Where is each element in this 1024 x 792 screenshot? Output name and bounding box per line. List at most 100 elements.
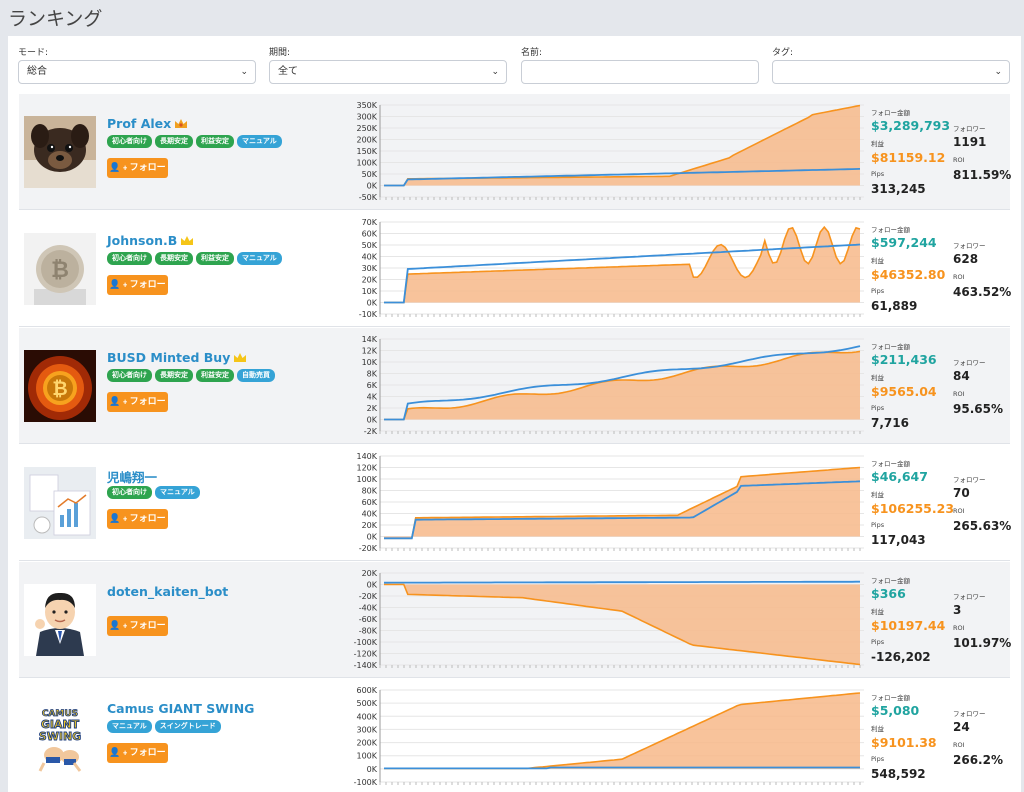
profit-value: $10197.44 xyxy=(871,618,946,633)
strategy-tag: 初心者向け xyxy=(107,486,152,499)
strategy-tag: 長期安定 xyxy=(155,369,193,382)
pips-area xyxy=(384,467,860,539)
y-tick-label: 0K xyxy=(367,182,378,191)
period-value: 全て xyxy=(278,66,298,77)
name-filter: 名前: xyxy=(521,46,759,84)
profit-line xyxy=(384,480,861,540)
pips-line xyxy=(384,225,861,304)
tag-list: 初心者向け 長期安定 利益安定 マニュアル xyxy=(107,135,282,148)
y-tick-label: 70K xyxy=(362,218,378,227)
y-tick-label: 80K xyxy=(362,487,378,496)
user-plus-icon: 👤﹢ xyxy=(109,514,130,524)
performance-chart: 14K 12K 10K 8K 6K 4K 2K 0K -2K xyxy=(362,335,864,436)
ranking-row: Camus GIANT SWING マニュアル スイングトレード 👤﹢フォロー 6… xyxy=(19,679,1010,792)
y-tick-label: 140K xyxy=(356,452,377,461)
follow-button[interactable]: 👤﹢フォロー xyxy=(107,616,168,636)
roi-value: 811.59% xyxy=(953,168,1012,182)
y-tick-label: 0K xyxy=(367,533,378,542)
y-tick-label: 600K xyxy=(356,686,377,695)
follow-amount-label: フォロー金額 xyxy=(871,577,910,585)
follow-amount-label: フォロー金額 xyxy=(871,343,910,351)
followers-value: 628 xyxy=(953,252,979,266)
y-tick-label: 250K xyxy=(356,124,377,133)
followers-label: フォロワー xyxy=(953,710,986,718)
tag-list: 初心者向け マニュアル xyxy=(107,486,200,499)
avatar-image xyxy=(24,116,96,188)
trader-stats: フォロー金額 $366 利益 $10197.44 Pips -126,202 フ… xyxy=(871,562,1011,678)
trader-name-text: Johnson.B xyxy=(107,233,178,248)
followers-value: 3 xyxy=(953,603,962,617)
follow-button[interactable]: 👤﹢フォロー xyxy=(107,158,168,178)
trader-name[interactable]: 児嶋翔一 xyxy=(107,467,157,486)
follow-button-label: フォロー xyxy=(129,397,166,407)
roi-label: ROI xyxy=(953,156,965,164)
y-tick-label: -20K xyxy=(359,544,378,553)
follow-amount-label: フォロー金額 xyxy=(871,694,910,702)
pips-label: Pips xyxy=(871,521,885,529)
profit-line xyxy=(384,345,861,421)
avatar-image xyxy=(24,467,96,539)
y-tick-label: 60K xyxy=(362,498,378,507)
strategy-tag: 初心者向け xyxy=(107,252,152,265)
strategy-tag: 長期安定 xyxy=(155,252,193,265)
ranking-row: Prof Alex 初心者向け 長期安定 利益安定 マニュアル 👤﹢フォロー 350K… xyxy=(19,94,1012,210)
followers-label: フォロワー xyxy=(953,476,986,484)
performance-chart: 140K 120K 100K 80K 60K 40K 20K 0K -20K xyxy=(356,452,864,553)
followers-label: フォロワー xyxy=(953,359,986,367)
chevron-down-icon: ⌄ xyxy=(994,67,1002,77)
follow-button[interactable]: 👤﹢フォロー xyxy=(107,743,168,763)
pips-value: 7,716 xyxy=(871,416,909,430)
follow-button[interactable]: 👤﹢フォロー xyxy=(107,509,168,529)
user-plus-icon: 👤﹢ xyxy=(109,163,130,173)
y-tick-label: 12K xyxy=(362,347,378,356)
y-tick-label: 150K xyxy=(356,147,377,156)
follow-amount-value: $5,080 xyxy=(871,703,920,718)
performance-chart: 70K 60K 50K 40K 30K 20K 10K 0K -10K xyxy=(359,218,864,319)
user-plus-icon: 👤﹢ xyxy=(109,748,130,758)
chevron-down-icon: ⌄ xyxy=(240,67,248,77)
y-tick-label: 4K xyxy=(367,393,378,402)
y-tick-label: 300K xyxy=(356,113,377,122)
y-tick-label: 50K xyxy=(362,241,378,250)
tag-select[interactable]: ⌄ xyxy=(772,60,1010,84)
trader-name-text: Prof Alex xyxy=(107,116,172,131)
trader-stats: フォロー金額 $46,647 利益 $106255.23 Pips 117,04… xyxy=(871,445,1011,561)
follow-button-label: フォロー xyxy=(129,163,166,173)
name-input[interactable] xyxy=(521,60,759,84)
period-filter: 期間: 全て ⌄ xyxy=(269,46,507,84)
trader-stats: フォロー金額 $211,436 利益 $9565.04 Pips 7,716 フ… xyxy=(871,328,1010,444)
trader-avatar xyxy=(24,350,96,422)
profit-line xyxy=(384,766,860,770)
followers-value: 1191 xyxy=(953,135,987,149)
follow-button[interactable]: 👤﹢フォロー xyxy=(107,392,168,412)
period-select[interactable]: 全て ⌄ xyxy=(269,60,507,84)
y-tick-label: 100K xyxy=(356,475,377,484)
trader-name[interactable]: Camus GIANT SWING xyxy=(107,701,254,716)
follow-amount-label: フォロー金額 xyxy=(871,226,910,234)
followers-value: 24 xyxy=(953,720,970,734)
tag-list: 初心者向け 長期安定 利益安定 マニュアル xyxy=(107,252,282,265)
y-tick-label: -120K xyxy=(354,650,378,659)
y-tick-label: 14K xyxy=(362,335,378,344)
follow-button[interactable]: 👤﹢フォロー xyxy=(107,275,168,295)
followers-value: 70 xyxy=(953,486,970,500)
y-tick-label: -80K xyxy=(359,627,378,636)
trader-name[interactable]: doten_kaiten_bot xyxy=(107,584,228,599)
y-tick-label: 120K xyxy=(356,464,377,473)
y-tick-label: 0K xyxy=(367,416,378,425)
y-tick-label: 400K xyxy=(356,712,377,721)
filter-bar: モード: 総合 ⌄ 期間: 全て ⌄ 名前: タグ: ⌄ xyxy=(18,46,1010,86)
trader-avatar xyxy=(24,467,96,539)
trader-name[interactable]: Prof Alex xyxy=(107,116,188,131)
trader-avatar xyxy=(24,701,96,773)
y-tick-label: 40K xyxy=(362,253,378,262)
y-tick-label: -100K xyxy=(354,778,378,787)
trader-name[interactable]: Johnson.B xyxy=(107,233,194,248)
mode-select[interactable]: 総合 ⌄ xyxy=(18,60,256,84)
trader-name[interactable]: BUSD Minted Buy xyxy=(107,350,247,365)
profit-value: $46352.80 xyxy=(871,267,946,282)
profit-line xyxy=(384,168,861,187)
follow-amount-label: フォロー金額 xyxy=(871,460,910,468)
trader-name-text: Camus GIANT SWING xyxy=(107,701,255,716)
mode-filter: モード: 総合 ⌄ xyxy=(18,46,256,84)
